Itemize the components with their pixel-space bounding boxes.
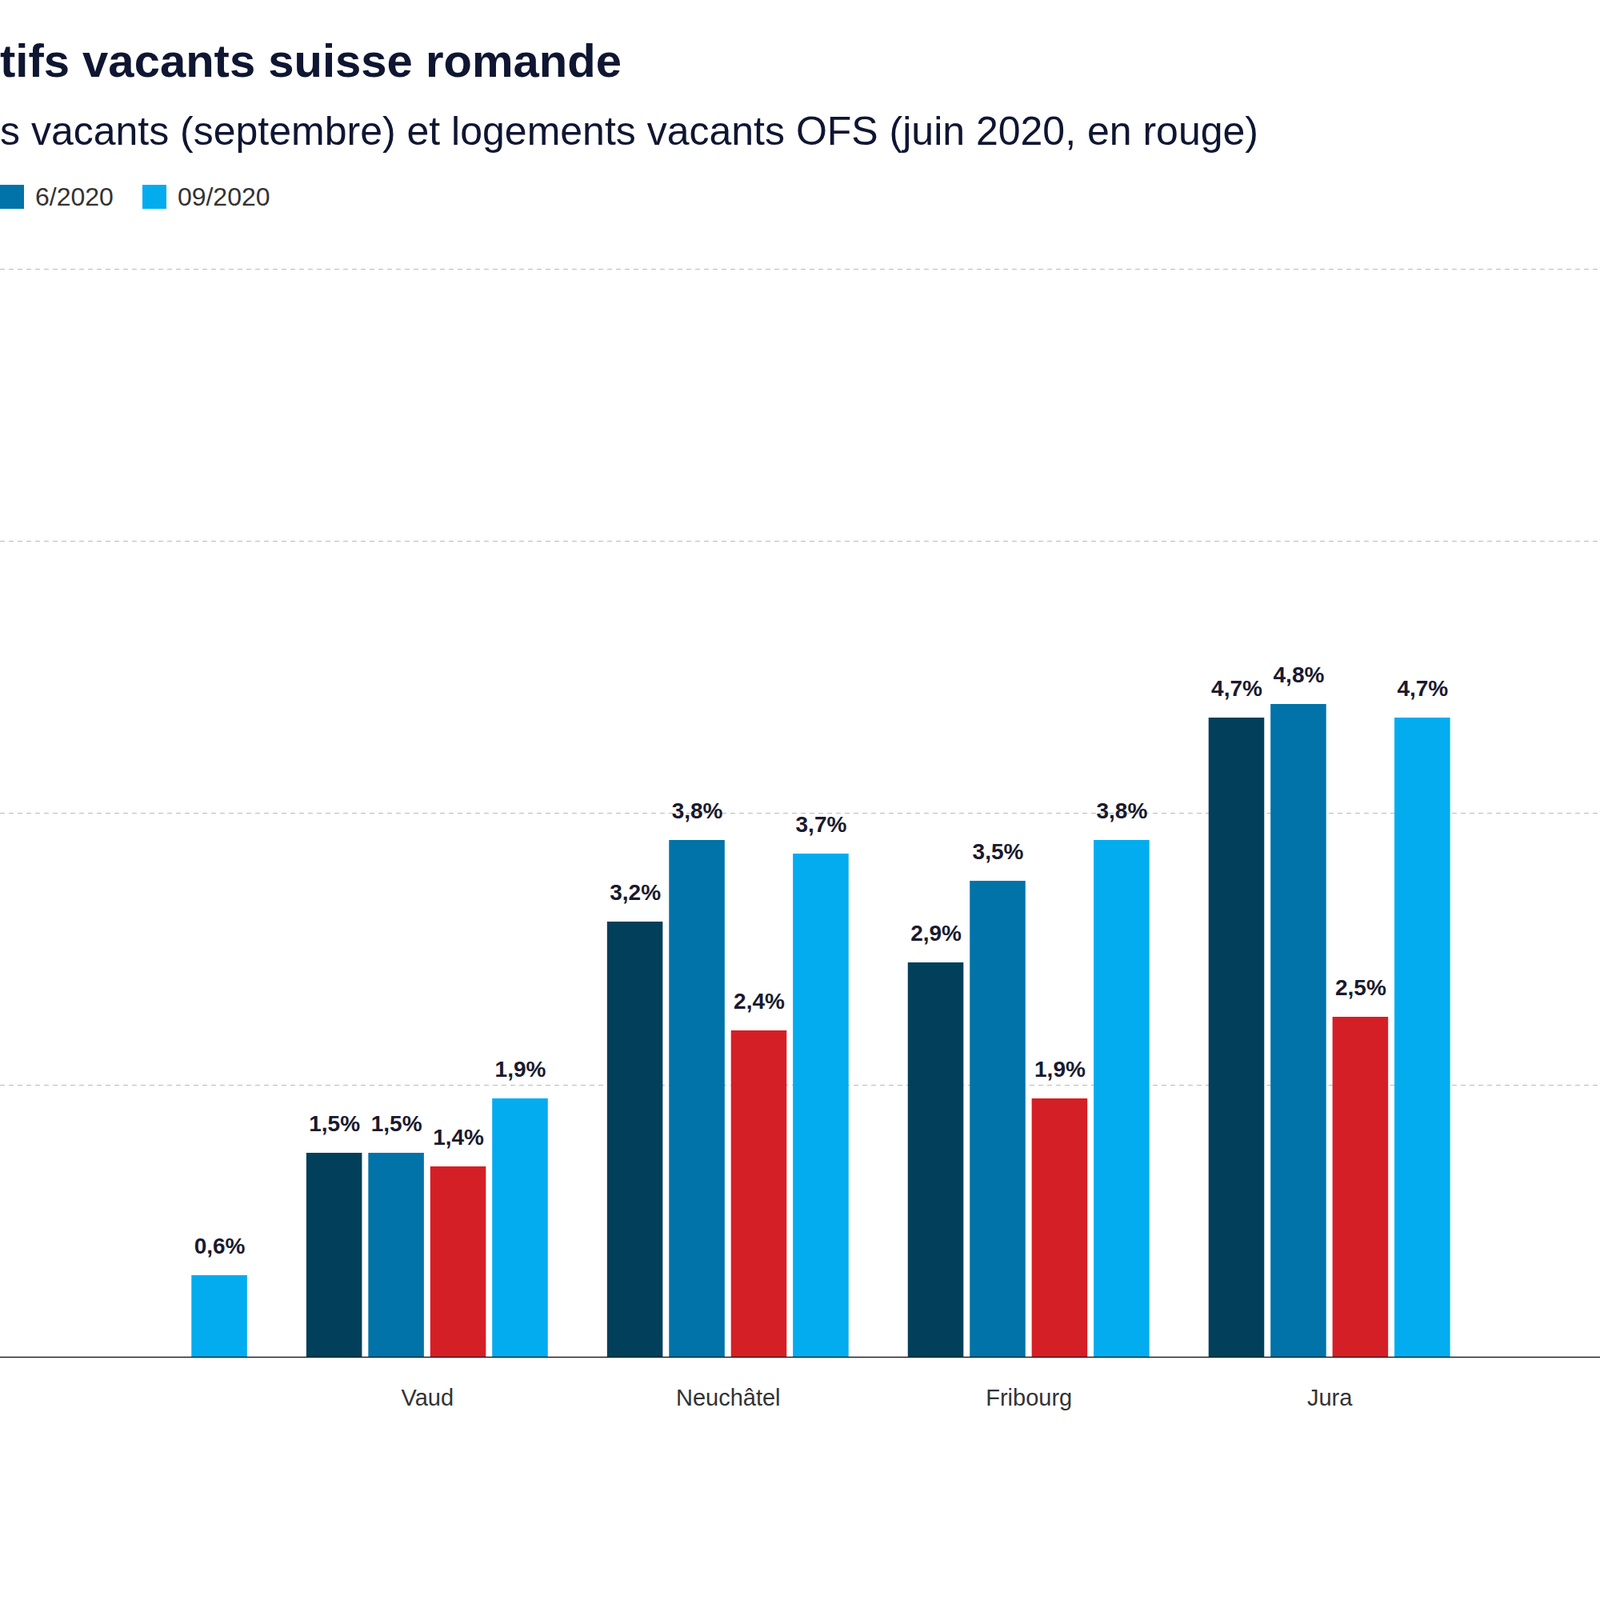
svg-text:1,5%: 1,5% [371,1111,423,1136]
html-text:6/2020: 6/2020 [35,182,114,211]
svg-text:2,9%: 2,9% [910,920,962,946]
svg-text:2,4%: 2,4% [733,988,785,1014]
svg-text:3,2%: 3,2% [609,880,661,905]
svg-text:3,5%: 3,5% [972,839,1024,864]
svg-text:Vaud: Vaud [401,1384,455,1411]
svg-text:2,5%: 2,5% [1335,975,1387,1000]
svg-text:3,7%: 3,7% [796,812,848,837]
svg-text:4,7%: 4,7% [1396,676,1448,701]
svg-text:1,5%: 1,5% [308,1111,360,1136]
svg-text:1,9%: 1,9% [495,1056,547,1082]
svg-text:0,6%: 0,6% [194,1233,246,1259]
html-text:tifs vacants suisse romande: tifs vacants suisse romande [0,34,622,87]
svg-text:3,8%: 3,8% [1096,798,1148,824]
svg-text:1,4%: 1,4% [432,1124,484,1150]
svg-text:Jura: Jura [1307,1384,1353,1411]
svg-text:3,8%: 3,8% [672,798,724,824]
html-text:s vacants (septembre) et logem: s vacants (septembre) et logements vacan… [0,108,1259,154]
svg-text:Neuchâtel: Neuchâtel [676,1384,781,1411]
svg-text:1,9%: 1,9% [1034,1056,1086,1082]
html-text:09/2020: 09/2020 [177,182,270,211]
svg-text:4,8%: 4,8% [1273,662,1325,688]
svg-text:Fribourg: Fribourg [985,1384,1072,1411]
svg-text:4,7%: 4,7% [1211,676,1263,701]
